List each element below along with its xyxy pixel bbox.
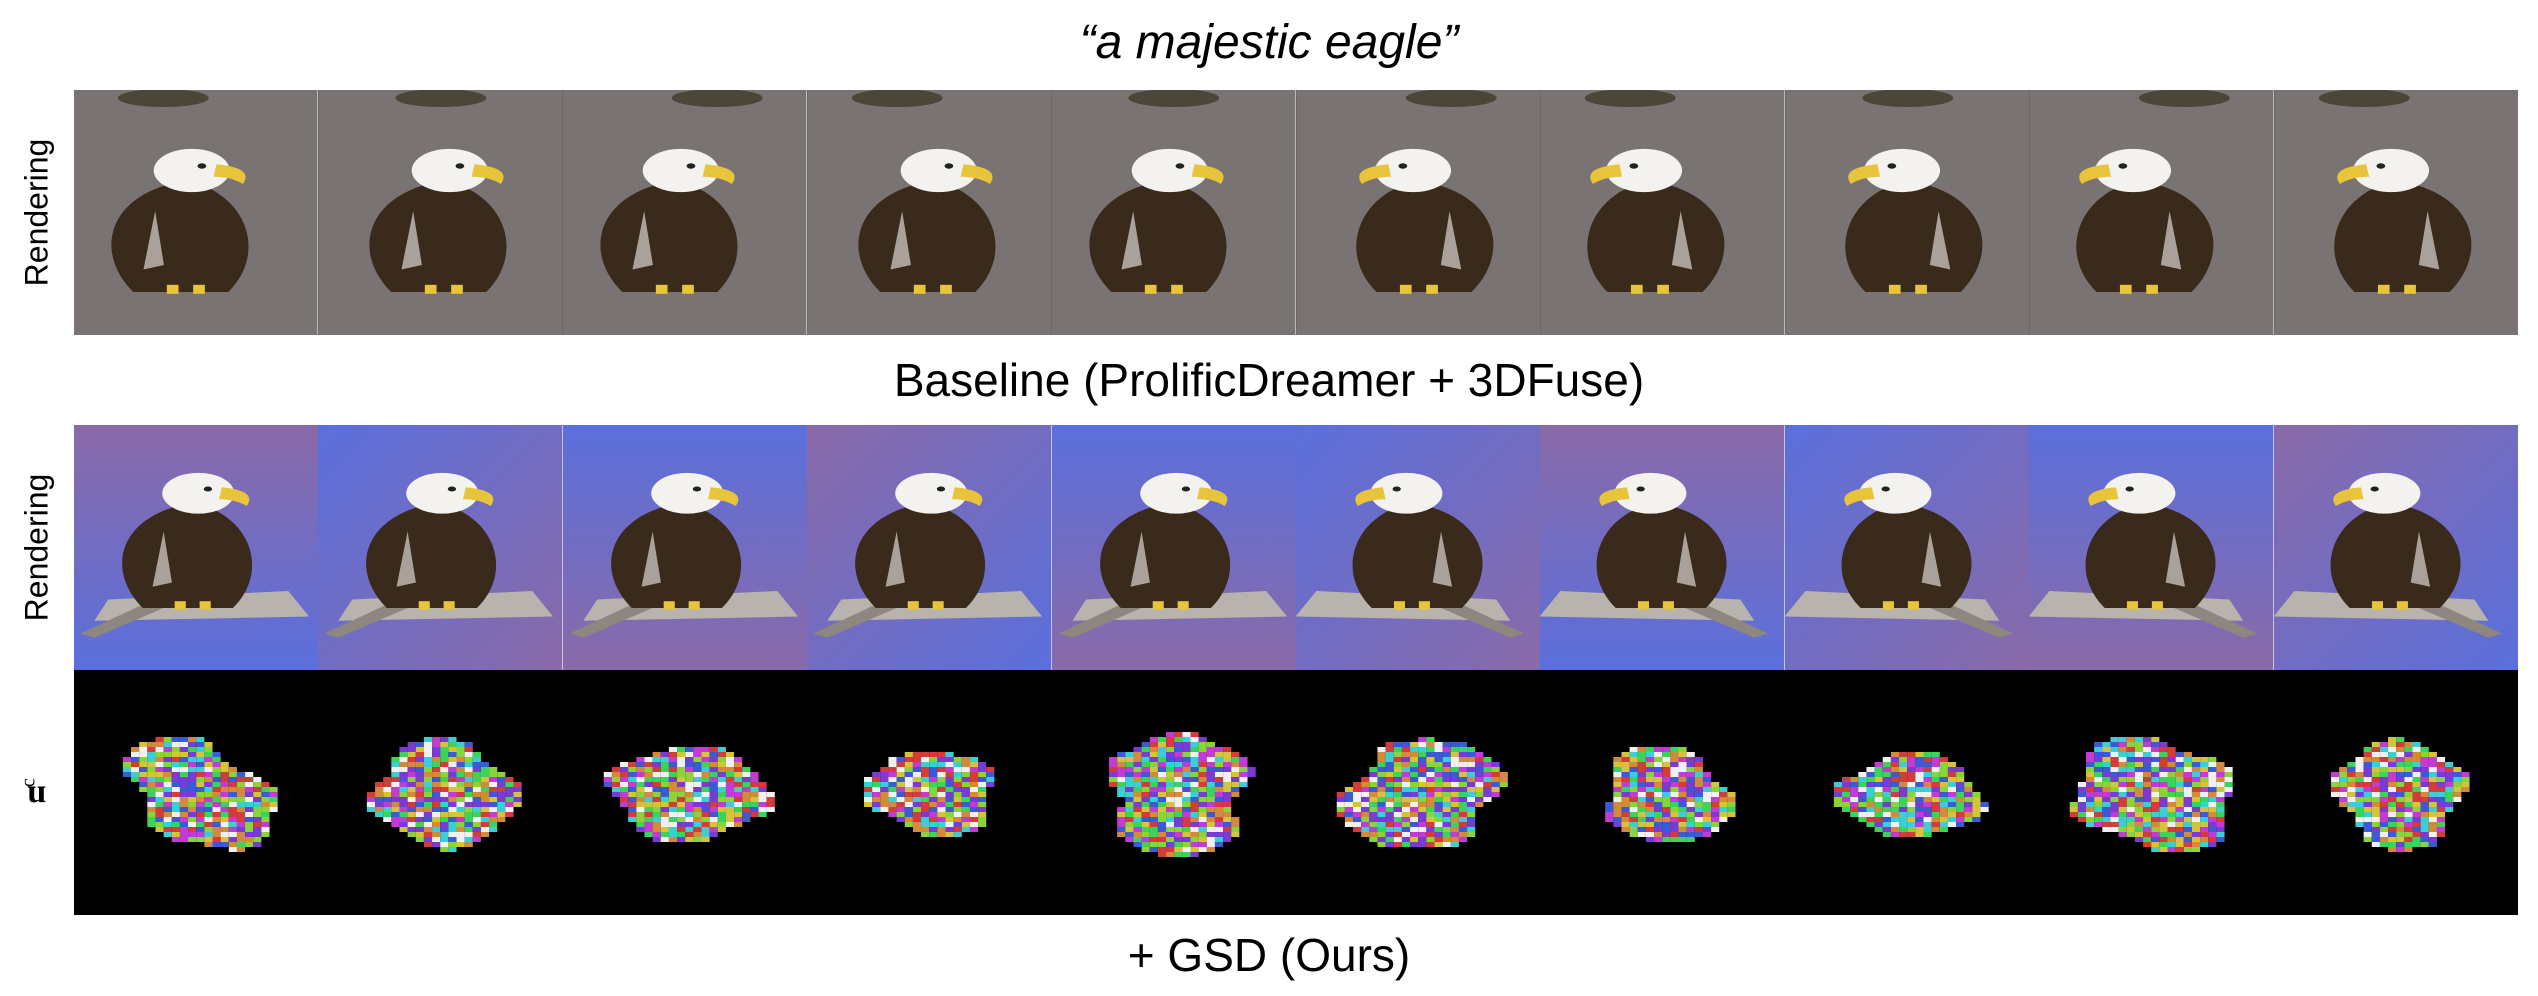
ours-rendering-view-image (2273, 425, 2519, 670)
ours-rendering-view-8 (1784, 425, 2030, 670)
nc-noise-view-3 (562, 670, 808, 915)
nc-noise-view-8 (1784, 670, 2030, 915)
ours-rendering-view-5 (1051, 425, 1297, 670)
baseline-rendering-view-image (1052, 90, 1296, 335)
nc-noise-view-image (1784, 670, 2030, 915)
baseline-rendering-view-5 (1052, 90, 1297, 335)
nc-noise-view-image (1540, 670, 1785, 915)
baseline-rendering-view-image (807, 90, 1051, 335)
baseline-rendering-view-image (2030, 90, 2274, 335)
ours-rendering-view-10 (2273, 425, 2519, 670)
nc-symbol: n (27, 778, 47, 816)
nc-noise-view-10 (2273, 670, 2519, 915)
prompt-caption: “a majestic eagle” (1079, 16, 1459, 69)
baseline-rendering-view-image (1785, 90, 2029, 335)
ours-rendering-view-image (318, 425, 563, 670)
baseline-rendering-view-6 (1296, 90, 1541, 335)
baseline-rendering-view-3 (563, 90, 808, 335)
ours-rendering-view-image (562, 425, 808, 670)
nc-noise-view-image (318, 670, 563, 915)
ours-rendering-view-2 (318, 425, 563, 670)
ours-rendering-view-7 (1540, 425, 1785, 670)
baseline-rendering-view-4 (807, 90, 1052, 335)
nc-noise-strip (74, 670, 2519, 915)
baseline-rendering-view-image (318, 90, 562, 335)
baseline-rendering-view-7 (1541, 90, 1786, 335)
baseline-rendering-view-image (563, 90, 807, 335)
ours-rendering-strip (74, 425, 2519, 670)
baseline-rendering-view-image (74, 90, 318, 335)
baseline-rendering-view-8 (1785, 90, 2030, 335)
nc-noise-view-6 (1296, 670, 1541, 915)
row-label-text: nc (18, 779, 56, 816)
nc-noise-view-image (807, 670, 1052, 915)
ours-rendering-view-image (74, 425, 319, 670)
nc-noise-view-2 (318, 670, 563, 915)
ours-rendering-view-image (1784, 425, 2030, 670)
nc-noise-view-image (562, 670, 808, 915)
ours-rendering-view-6 (1296, 425, 1541, 670)
baseline-rendering-strip (74, 90, 2518, 335)
ours-rendering-view-image (1296, 425, 1541, 670)
baseline-rendering-view-9 (2030, 90, 2275, 335)
baseline-rendering-view-image (1296, 90, 1540, 335)
row-label-text: Rendering (18, 473, 55, 622)
ours-rendering-view-image (1051, 425, 1297, 670)
ours-rendering-view-4 (807, 425, 1052, 670)
baseline-rendering-view-2 (318, 90, 563, 335)
baseline-rendering-view-image (2274, 90, 2518, 335)
nc-noise-view-9 (2029, 670, 2274, 915)
ours-rendering-view-image (2029, 425, 2274, 670)
nc-noise-view-4 (807, 670, 1052, 915)
row-label-ours-rendering: Rendering (0, 425, 74, 670)
ours-rendering-view-9 (2029, 425, 2274, 670)
nc-noise-view-5 (1051, 670, 1297, 915)
ours-rendering-view-image (807, 425, 1052, 670)
ours-caption: + GSD (Ours) (1127, 929, 1411, 981)
nc-noise-view-7 (1540, 670, 1785, 915)
baseline-rendering-view-1 (74, 90, 319, 335)
nc-noise-view-image (74, 670, 319, 915)
nc-noise-view-image (1296, 670, 1541, 915)
row-label-text: Rendering (18, 138, 55, 287)
nc-noise-view-image (1051, 670, 1297, 915)
ours-rendering-view-1 (74, 425, 319, 670)
row-label-nc: nc (0, 670, 74, 915)
nc-noise-view-1 (74, 670, 319, 915)
nc-noise-view-image (2029, 670, 2274, 915)
nc-noise-view-image (2273, 670, 2519, 915)
row-label-baseline-rendering: Rendering (0, 90, 74, 335)
baseline-rendering-view-10 (2274, 90, 2518, 335)
baseline-rendering-view-image (1541, 90, 1785, 335)
ours-rendering-view-image (1540, 425, 1785, 670)
baseline-caption: Baseline (ProlificDreamer + 3DFuse) (893, 354, 1645, 406)
ours-rendering-view-3 (562, 425, 808, 670)
